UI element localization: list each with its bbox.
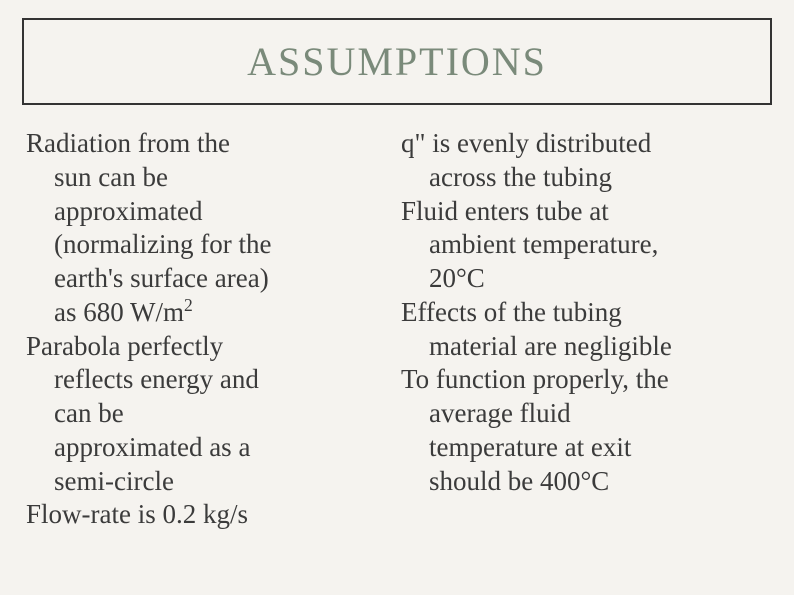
text-line: reflects energy and: [26, 363, 393, 397]
text-line: sun can be: [26, 161, 393, 195]
list-item: q" is evenly distributed across the tubi…: [401, 127, 768, 195]
text-line: earth's surface area): [26, 262, 393, 296]
list-item: Effects of the tubing material are negli…: [401, 296, 768, 364]
superscript: 2: [184, 295, 193, 315]
list-item: Radiation from the sun can be approximat…: [26, 127, 393, 330]
text-line: can be: [26, 397, 393, 431]
text-line: as 680 W/m2: [26, 296, 393, 330]
text-line: Fluid enters tube at: [401, 196, 609, 226]
list-item: To function properly, the average fluid …: [401, 363, 768, 498]
text-line: (normalizing for the: [26, 228, 393, 262]
text-line: ambient temperature,: [401, 228, 768, 262]
text-line: Effects of the tubing: [401, 297, 622, 327]
title-box: ASSUMPTIONS: [22, 18, 772, 105]
right-column: q" is evenly distributed across the tubi…: [401, 127, 768, 532]
text-line: approximated as a: [26, 431, 393, 465]
text-line: 20°C: [401, 262, 768, 296]
text-line: material are negligible: [401, 330, 768, 364]
text-line: Flow-rate is 0.2 kg/s: [26, 499, 248, 529]
text-line: q" is evenly distributed: [401, 128, 651, 158]
slide: ASSUMPTIONS Radiation from the sun can b…: [0, 0, 794, 595]
slide-title: ASSUMPTIONS: [24, 38, 770, 85]
text-line: across the tubing: [401, 161, 768, 195]
text-line: Parabola perfectly: [26, 331, 223, 361]
text-line: approximated: [26, 195, 393, 229]
left-column: Radiation from the sun can be approximat…: [26, 127, 393, 532]
text-line: average fluid: [401, 397, 768, 431]
text-line: Radiation from the: [26, 128, 230, 158]
text-line: temperature at exit: [401, 431, 768, 465]
text-line: semi-circle: [26, 465, 393, 499]
list-item: Fluid enters tube at ambient temperature…: [401, 195, 768, 296]
text-line: should be 400°C: [401, 465, 768, 499]
text-fragment: as 680 W/m: [54, 297, 184, 327]
text-line: To function properly, the: [401, 364, 669, 394]
list-item: Flow-rate is 0.2 kg/s: [26, 498, 393, 532]
content-columns: Radiation from the sun can be approximat…: [22, 127, 772, 532]
list-item: Parabola perfectly reflects energy and c…: [26, 330, 393, 499]
